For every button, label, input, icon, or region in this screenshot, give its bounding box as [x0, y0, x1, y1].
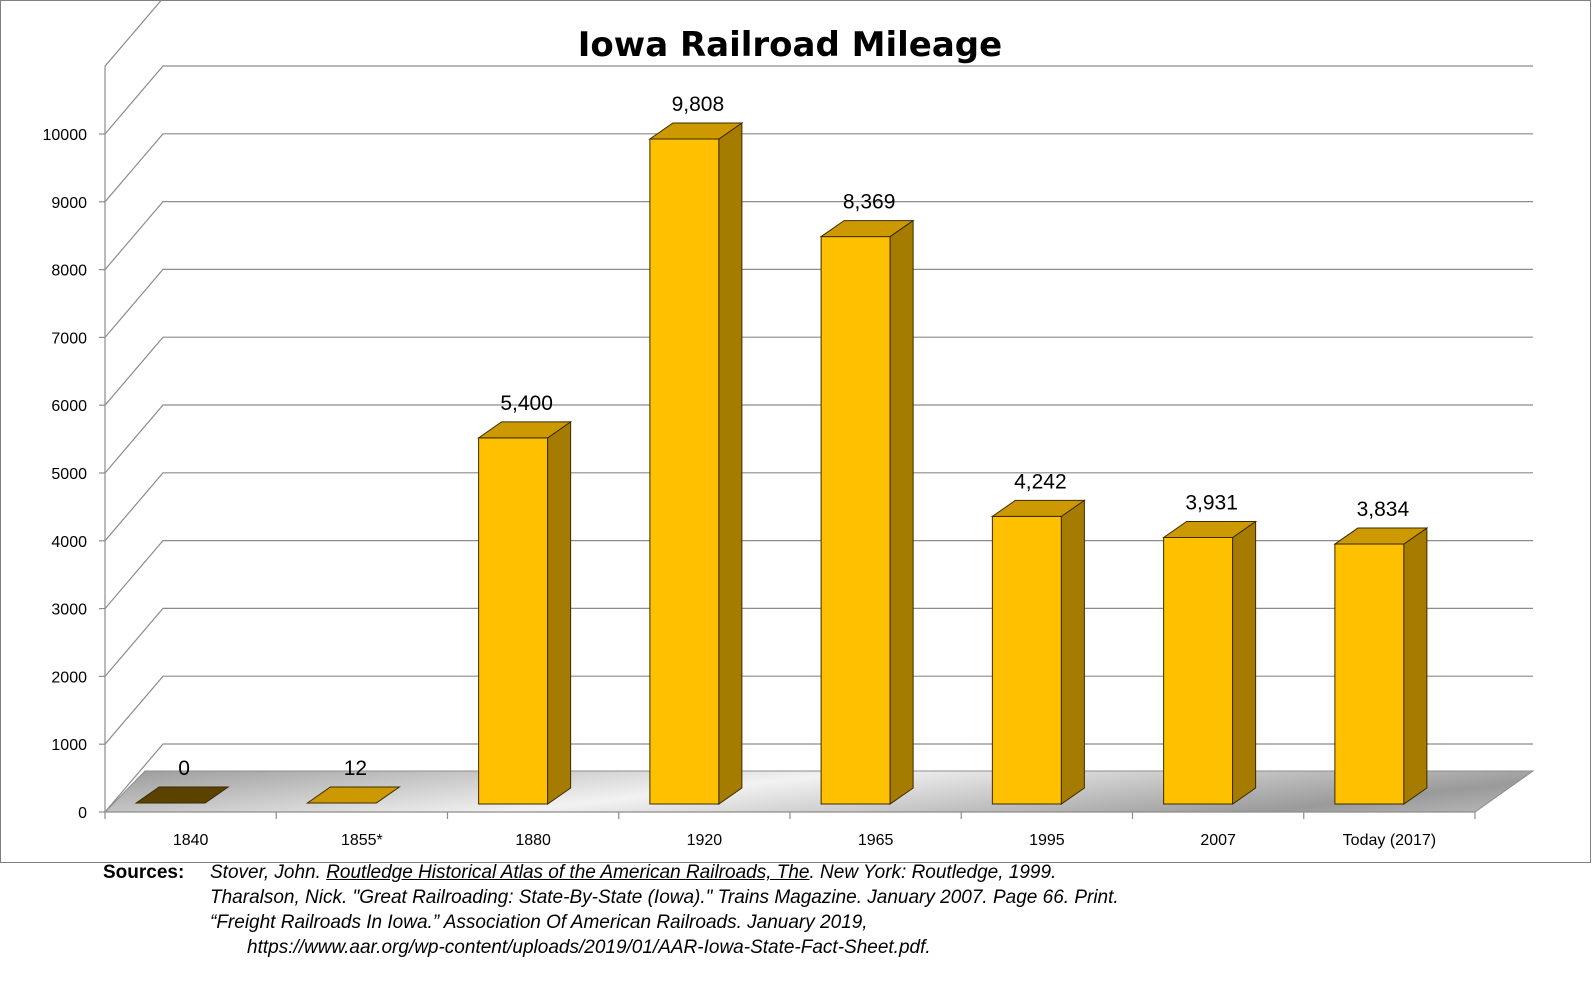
data-label: 8,369	[843, 191, 896, 214]
gridline	[104, 268, 1533, 338]
y-tick-label: 10000	[43, 127, 88, 144]
data-labels: 0 12 5,400 9,808 8,369 4,242 3,931 3,834	[178, 93, 1409, 780]
source-url: https://www.aar.org/wp-content/uploads/2…	[247, 937, 931, 958]
bar-front	[649, 138, 720, 805]
y-tick-label: 9000	[51, 195, 87, 212]
data-label: 3,931	[1185, 491, 1238, 514]
bar	[648, 122, 744, 805]
bar	[1162, 520, 1258, 805]
data-label: 3,834	[1357, 498, 1410, 521]
chart-floor	[103, 770, 1535, 813]
source-entry: “Freight Railroads In Iowa.” Association…	[210, 912, 868, 933]
data-label: 12	[344, 757, 367, 780]
bar-front	[478, 437, 549, 805]
source-entry: Stover, John. Routledge Historical Atlas…	[210, 862, 1057, 883]
bar	[477, 420, 573, 805]
x-tick-label: 2007	[1200, 832, 1236, 849]
x-tick-label: 1840	[173, 832, 209, 849]
data-label: 0	[178, 757, 190, 780]
data-label: 4,242	[1014, 470, 1067, 493]
gridline	[104, 404, 1533, 474]
bar-front	[1334, 543, 1405, 805]
gridline	[104, 0, 163, 67]
y-tick-label: 8000	[51, 263, 87, 280]
chart-title: Iowa Railroad Mileage	[578, 25, 1002, 65]
y-tick-label: 1000	[51, 737, 87, 754]
bar	[990, 499, 1086, 805]
bar-top	[990, 499, 1086, 517]
floor-shading	[103, 770, 1535, 813]
bar-top	[1162, 520, 1258, 538]
bar-side	[1060, 499, 1085, 805]
source-entry: Tharalson, Nick. "Great Railroading: Sta…	[210, 887, 1119, 908]
bar-top	[648, 122, 744, 140]
data-label: 9,808	[672, 93, 725, 116]
source-book-title: Routledge Historical Atlas of the Americ…	[326, 862, 810, 883]
y-tick-label: 6000	[51, 398, 87, 415]
x-tick-label: Today (2017)	[1343, 832, 1436, 849]
bar-side	[889, 219, 914, 805]
bar	[305, 786, 401, 804]
sources-list: Stover, John. Routledge Historical Atlas…	[210, 860, 1310, 960]
y-tick-label: 4000	[51, 534, 87, 551]
bar-front	[820, 236, 891, 805]
bar-top	[819, 220, 915, 238]
chart-frame	[0, 0, 1591, 863]
data-label: 5,400	[500, 392, 553, 415]
bars	[134, 122, 1429, 805]
y-tick-label: 2000	[51, 669, 87, 686]
x-tick-label: 1965	[858, 832, 894, 849]
gridline	[104, 201, 1533, 270]
bar-side	[1232, 520, 1257, 805]
y-tick-label: 7000	[51, 330, 87, 347]
y-tick-label: 3000	[51, 602, 87, 619]
sources-heading: Sources:	[103, 862, 185, 883]
gridline	[104, 65, 1533, 135]
bar-front	[991, 515, 1062, 805]
bar-side	[547, 420, 572, 805]
bar-side	[1403, 527, 1428, 805]
y-tick-label: 5000	[51, 466, 87, 483]
x-tick-label: 1880	[515, 832, 551, 849]
bar	[1333, 527, 1429, 805]
bar-top	[1333, 527, 1429, 545]
x-tick-label: 1920	[687, 832, 723, 849]
x-tick-label: 1995	[1029, 832, 1065, 849]
x-tick-label: 1855*	[341, 832, 383, 849]
bar-top	[305, 786, 401, 804]
gridline	[104, 133, 1533, 203]
gridline	[104, 336, 1533, 406]
y-tick-label: 0	[78, 805, 87, 822]
bar	[134, 786, 230, 804]
bar-top	[134, 786, 230, 804]
bar-front	[1163, 536, 1234, 805]
bar-top	[477, 421, 573, 439]
gridline	[104, 472, 1533, 542]
axes: 0 1000 2000 3000 4000 5000 6000 7000 8000 9000 100…	[43, 66, 1476, 849]
bar	[819, 219, 915, 805]
bar-side	[718, 122, 743, 805]
